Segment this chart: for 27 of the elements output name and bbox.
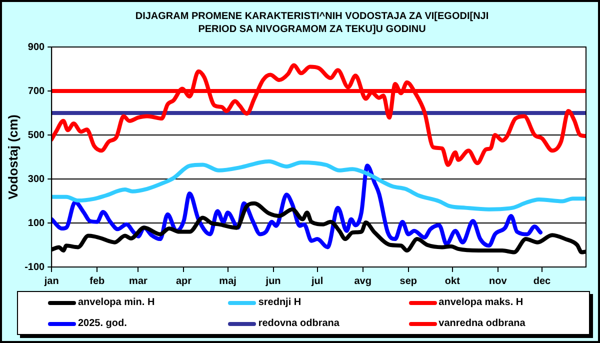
legend-label: anvelopa min. H <box>78 297 155 308</box>
legend-label: anvelopa maks. H <box>438 297 524 308</box>
legend-label: vanredna odbrana <box>438 318 526 329</box>
x-tick-label: sep <box>400 276 417 287</box>
legend-label: redovna odbrana <box>258 318 340 329</box>
x-tick-label: okt <box>444 276 461 287</box>
legend-label: 2025. god. <box>78 318 127 329</box>
y-tick-label: 300 <box>28 174 46 185</box>
x-tick-label: maj <box>219 276 237 287</box>
y-tick-label: 700 <box>28 86 46 97</box>
x-tick-label: nov <box>489 276 508 287</box>
x-tick-label: jun <box>264 276 281 287</box>
chart-title: DIJAGRAM PROMENE KARAKTERISTI^NIH VODOSTAJA ZA VI[EGODI[NJI PERIOD SA NIVOGRAMOM ZA TEKU]U GODINU <box>134 10 490 36</box>
x-tick-label: jan <box>43 276 59 287</box>
x-tick-label: avg <box>354 276 372 287</box>
legend-label: srednji H <box>258 297 302 308</box>
y-tick-label: 100 <box>28 218 46 229</box>
x-tick-label: feb <box>90 276 105 287</box>
y-tick-label: -100 <box>24 262 46 273</box>
line-series <box>52 164 542 250</box>
y-tick-label: 900 <box>28 42 46 53</box>
x-tick-label: jul <box>310 276 324 287</box>
x-tick-label: mar <box>129 276 148 287</box>
x-tick-label: apr <box>176 276 192 287</box>
x-tick-label: dec <box>533 276 552 287</box>
y-axis-title: Vodostaj (cm) <box>5 114 20 200</box>
y-tick-label: 500 <box>28 130 46 141</box>
